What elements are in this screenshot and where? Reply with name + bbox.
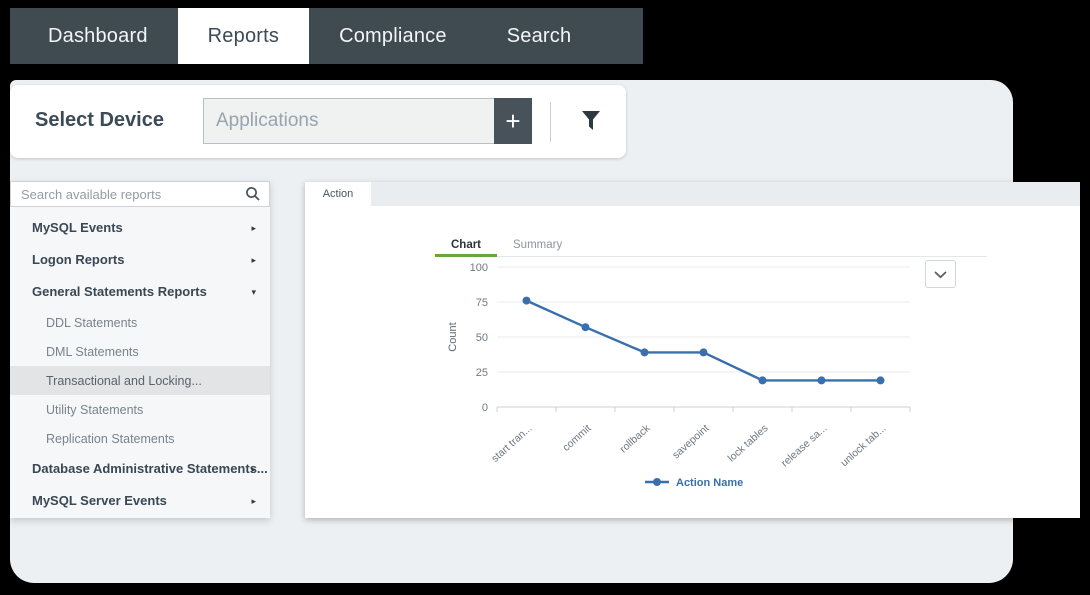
sidebar-item-label: Replication Statements xyxy=(46,432,175,446)
svg-text:savepoint: savepoint xyxy=(670,422,711,461)
sidebar-search xyxy=(10,181,270,207)
sidebar: MySQL Events ▸ Logon Reports ▸ General State… xyxy=(10,181,270,518)
sidebar-item-label: DDL Statements xyxy=(46,316,138,330)
active-tab-underline xyxy=(435,254,497,257)
sidebar-item[interactable]: Database Administrative Statements... ▸ xyxy=(10,453,270,485)
sidebar-item-label: Utility Statements xyxy=(46,403,144,417)
chevron-down-icon xyxy=(934,267,947,282)
nav-tab-dashboard[interactable]: Dashboard xyxy=(48,24,148,47)
sidebar-item[interactable]: General Statements Reports ▾ xyxy=(10,276,270,308)
filter-button[interactable] xyxy=(575,107,607,137)
sidebar-item[interactable]: MySQL Events ▸ xyxy=(10,212,270,244)
svg-text:25: 25 xyxy=(476,367,488,379)
svg-text:0: 0 xyxy=(482,402,488,414)
caret-right-icon: ▸ xyxy=(251,223,256,233)
sidebar-item[interactable]: Utility Statements xyxy=(10,395,270,424)
sidebar-item[interactable]: Replication Statements xyxy=(10,424,270,453)
top-nav: Dashboard Reports Compliance Search xyxy=(10,8,643,64)
report-panel: Action Chart Summary 0 25 50 75 100 start tra… xyxy=(305,182,1080,518)
sidebar-item[interactable]: Logon Reports ▸ xyxy=(10,244,270,276)
device-input[interactable] xyxy=(203,98,494,144)
select-device-label: Select Device xyxy=(35,109,164,131)
sidebar-item-label: MySQL Events xyxy=(32,220,123,235)
sidebar-item-label: MySQL Server Events xyxy=(32,493,167,508)
sidebar-item-label: Transactional and Locking... xyxy=(46,374,202,388)
panel-tab-strip: Action xyxy=(305,182,1080,206)
svg-text:commit: commit xyxy=(560,422,593,454)
sidebar-item-label: General Statements Reports xyxy=(32,284,207,299)
sidebar-item[interactable]: MySQL Server Events ▸ xyxy=(10,485,270,517)
svg-text:75: 75 xyxy=(476,297,488,309)
tab-summary[interactable]: Summary xyxy=(513,239,563,251)
caret-right-icon: ▸ xyxy=(251,255,256,265)
svg-text:lock tables: lock tables xyxy=(726,422,771,464)
sidebar-item-label: Logon Reports xyxy=(32,252,125,267)
tab-chart[interactable]: Chart xyxy=(450,239,482,251)
sidebar-item[interactable]: DML Statements xyxy=(10,337,270,366)
svg-text:start tran...: start tran... xyxy=(489,422,534,464)
tab-baseline xyxy=(435,256,987,257)
nav-tab-compliance[interactable]: Compliance xyxy=(339,24,447,47)
caret-right-icon: ▸ xyxy=(251,464,256,474)
device-bar: Select Device + xyxy=(10,85,626,158)
svg-text:50: 50 xyxy=(476,332,488,344)
divider xyxy=(550,102,551,142)
search-reports-input[interactable] xyxy=(11,182,269,206)
tab-action[interactable]: Action xyxy=(305,182,371,206)
nav-tab-reports[interactable]: Reports xyxy=(177,8,310,64)
sidebar-item[interactable]: Transactional and Locking... xyxy=(10,366,270,395)
svg-text:release sa...: release sa... xyxy=(779,422,830,469)
report-list: MySQL Events ▸ Logon Reports ▸ General State… xyxy=(10,207,270,517)
filter-funnel-icon xyxy=(581,110,601,135)
add-device-button[interactable]: + xyxy=(494,98,532,144)
svg-text:Count: Count xyxy=(447,322,459,351)
caret-right-icon: ▸ xyxy=(251,496,256,506)
svg-text:Action Name: Action Name xyxy=(676,477,743,489)
svg-text:rollback: rollback xyxy=(618,422,653,456)
sidebar-item-label: DML Statements xyxy=(46,345,139,359)
sidebar-item-label: Database Administrative Statements... xyxy=(32,461,268,476)
chart-options-dropdown[interactable] xyxy=(925,260,956,288)
search-icon[interactable] xyxy=(245,186,261,207)
caret-down-icon: ▾ xyxy=(251,287,256,297)
line-chart: 0 25 50 75 100 start tran... commit rollback sav… xyxy=(447,262,911,489)
svg-text:unlock tab...: unlock tab... xyxy=(838,422,888,469)
nav-tab-search[interactable]: Search xyxy=(506,24,572,47)
sidebar-item[interactable]: DDL Statements xyxy=(10,308,270,337)
svg-text:100: 100 xyxy=(470,262,488,274)
